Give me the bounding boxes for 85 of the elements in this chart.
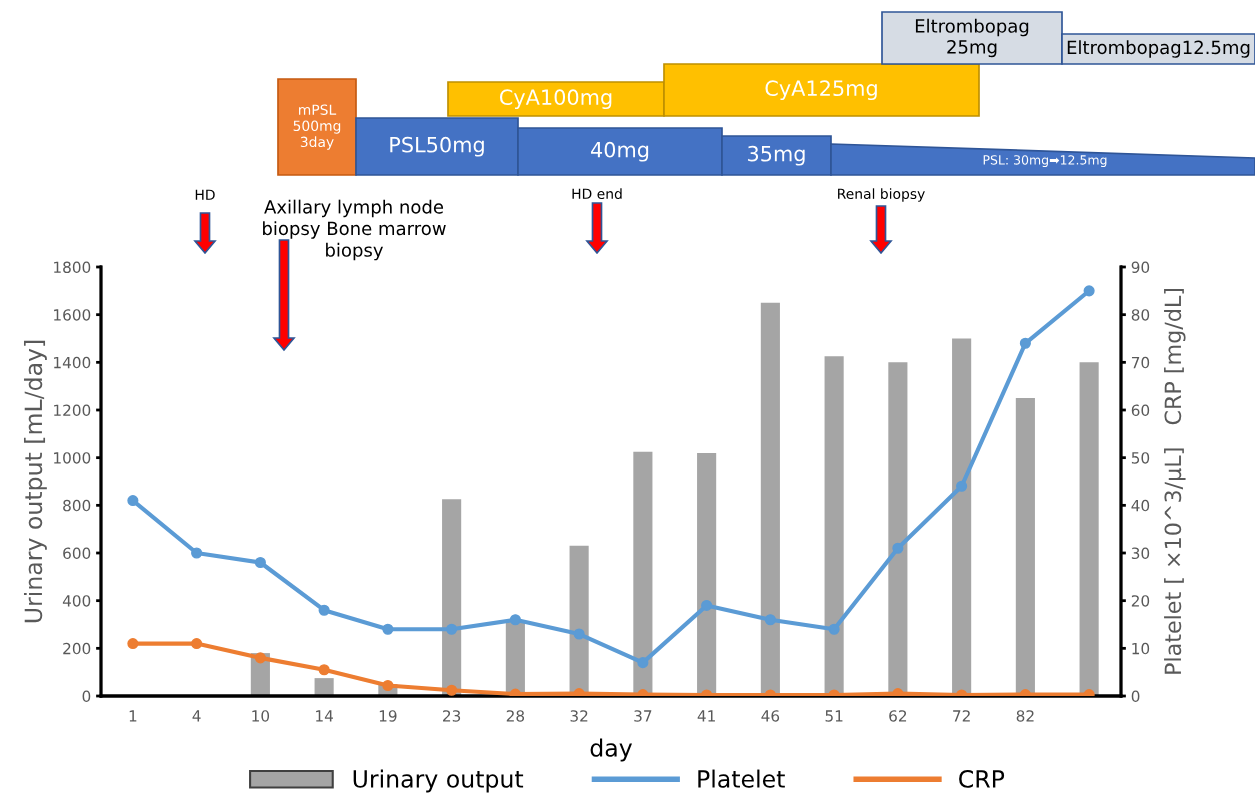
x-tick-label: 1 (129, 710, 137, 722)
y2-tick-label: 0 (1131, 690, 1140, 703)
point (446, 623, 458, 635)
y-tick-label: 400 (62, 595, 91, 607)
text: 35mg (748, 145, 805, 166)
bar (633, 451, 653, 696)
legend-label: Platelet (698, 769, 785, 788)
point (318, 664, 330, 676)
y-tick-label: 600 (63, 547, 91, 560)
bar (442, 499, 462, 696)
x-tick-label: 41 (697, 710, 715, 722)
y-axis-title: Urinary output [mL/day] (23, 340, 47, 623)
point (509, 614, 521, 626)
point (446, 684, 458, 696)
text: CyA125mg (765, 80, 877, 101)
x-tick-label: 23 (443, 710, 461, 722)
y2-axis-title: Platelet [ ×10^3/μL] CRP [mg/dL] (1164, 288, 1186, 674)
y2-tick-label: 10 (1132, 642, 1150, 655)
text: 40mg (591, 141, 649, 162)
text: HD end (572, 188, 622, 200)
legend-label: Urinary output (353, 769, 524, 793)
text: PSL: 30mg➡12.5mg (983, 155, 1107, 168)
y2-tick-label: 60 (1131, 404, 1150, 417)
x-tick-label: 37 (634, 710, 652, 722)
x-tick-label: 19 (379, 710, 397, 722)
y-tick-label: 1600 (54, 309, 91, 321)
y2-tick-label: 90 (1131, 261, 1150, 274)
point (254, 652, 266, 664)
y-tick-label: 0 (82, 690, 91, 703)
bar (760, 302, 780, 696)
text: PSL50mg (390, 136, 484, 157)
point (956, 480, 968, 492)
bar (697, 452, 717, 696)
bar (1015, 398, 1035, 696)
x-tick-label: 28 (506, 710, 525, 722)
x-tick-label: 62 (889, 710, 907, 722)
point (1083, 285, 1095, 297)
bar (1079, 362, 1099, 696)
y2-tick-label: 70 (1131, 356, 1150, 369)
point (892, 542, 904, 554)
point (191, 547, 203, 559)
y2-tick-label: 30 (1131, 547, 1150, 560)
point (828, 623, 840, 635)
y2-tick-label: 20 (1131, 595, 1150, 607)
x-axis-title: day (590, 738, 633, 762)
y-tick-label: 800 (63, 499, 91, 512)
legend-label: CRP (959, 769, 1005, 788)
point (127, 638, 139, 650)
x-tick-label: 14 (316, 710, 333, 722)
bar (314, 678, 334, 696)
y-tick-label: 1400 (54, 356, 91, 369)
bar (824, 356, 844, 696)
point (764, 614, 776, 626)
y-tick-label: 1200 (54, 404, 91, 417)
y-tick-label: 200 (63, 642, 91, 655)
y2-tick-label: 50 (1131, 452, 1150, 464)
text: Renal biopsy (838, 188, 925, 202)
point (191, 638, 203, 650)
point (382, 623, 394, 635)
point (254, 556, 266, 569)
text: mPSL 500mg 3day (293, 104, 341, 150)
x-tick-label: 82 (1016, 710, 1034, 722)
bar (952, 338, 972, 696)
text: Eltrombopag 25mg (915, 18, 1029, 58)
point (127, 495, 139, 507)
y2-tick-label: 80 (1131, 309, 1150, 321)
y-tick-label: 1800 (54, 261, 91, 274)
x-tick-label: 10 (252, 710, 270, 722)
x-tick-label: 4 (192, 710, 201, 722)
point (1019, 337, 1031, 349)
point (382, 679, 394, 692)
point (318, 604, 330, 616)
y2-tick-label: 40 (1131, 499, 1150, 512)
text: CyA100mg (499, 89, 612, 110)
point (637, 657, 649, 669)
text: Axillary lymph node biopsy Bone marrow biopsy (263, 199, 446, 261)
x-tick-label: 46 (761, 710, 780, 722)
text: HD (195, 189, 215, 200)
x-tick-label: 72 (953, 710, 970, 722)
x-tick-label: 51 (825, 710, 843, 722)
x-tick-label: 32 (570, 710, 588, 722)
point (701, 599, 713, 611)
point (573, 628, 585, 640)
y-tick-label: 1000 (54, 452, 91, 464)
text: Eltrombopag12.5mg (1067, 40, 1250, 58)
